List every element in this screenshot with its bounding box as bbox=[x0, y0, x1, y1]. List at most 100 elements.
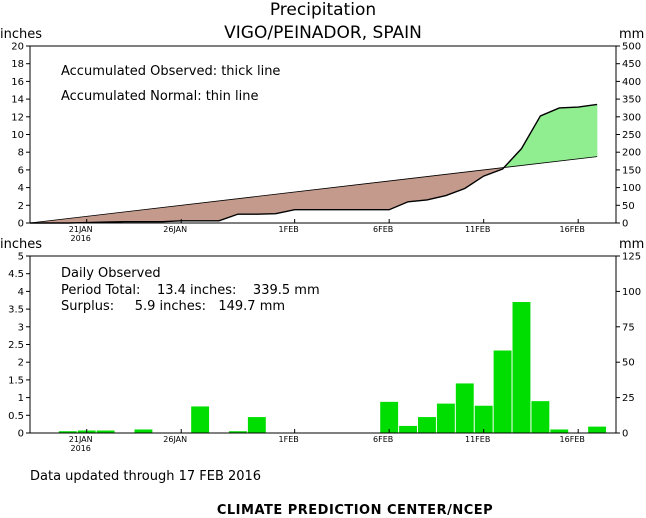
surplus-area bbox=[577, 104, 598, 160]
y-tick-label-left: 4 bbox=[18, 183, 24, 194]
surplus-area bbox=[521, 114, 541, 166]
y-tick-label-right: 0 bbox=[622, 219, 628, 230]
daily-bar bbox=[399, 425, 418, 433]
daily-bar bbox=[493, 350, 512, 433]
deficit-area bbox=[407, 176, 428, 203]
deficit-area bbox=[351, 182, 371, 210]
daily-bar bbox=[418, 417, 436, 433]
y-tick-label-left: 2 bbox=[18, 358, 24, 369]
x-tick-label: 26JAN bbox=[163, 435, 187, 444]
annotation-observed: Accumulated Observed: thick line bbox=[61, 64, 280, 79]
station-name: VIGO/PEINADOR, SPAIN bbox=[224, 23, 422, 43]
daily-bar bbox=[455, 383, 474, 433]
credit-line: CLIMATE PREDICTION CENTER/NCEP bbox=[217, 503, 493, 518]
x-tick-label: 16FEB bbox=[560, 225, 585, 234]
x-tick-label: 1FEB bbox=[279, 225, 299, 234]
x-tick-sublabel: 2016 bbox=[71, 444, 91, 453]
deficit-area bbox=[294, 189, 314, 210]
y-tick-label-right: 400 bbox=[622, 77, 641, 88]
deficit-area bbox=[313, 187, 333, 210]
y-tick-label-right: 500 bbox=[622, 42, 641, 53]
x-tick-label: 6FEB bbox=[373, 435, 393, 444]
y-tick-label-right: 25 bbox=[622, 393, 635, 404]
y-tick-label-right: 75 bbox=[622, 322, 635, 333]
y-tick-label-right: 200 bbox=[622, 148, 641, 159]
surplus-area bbox=[540, 107, 560, 164]
x-tick-label: 1FEB bbox=[279, 435, 299, 444]
y-tick-label-left: 5 bbox=[18, 252, 24, 263]
y-tick-label-left: 1.5 bbox=[8, 375, 24, 386]
daily-bar bbox=[531, 401, 550, 433]
accumulated-panel: inches mm 024681012141618200501001502002… bbox=[0, 27, 644, 243]
daily-bar bbox=[436, 403, 455, 433]
y-tick-label-right: 450 bbox=[622, 59, 641, 70]
deficit-area bbox=[199, 200, 220, 222]
y-tick-label-left: 2 bbox=[18, 201, 24, 212]
y-tick-label-left: 10 bbox=[11, 130, 24, 141]
daily-bar bbox=[550, 429, 569, 433]
normal-line bbox=[29, 156, 598, 224]
y-tick-label-right: 125 bbox=[622, 252, 641, 263]
daily-bar bbox=[380, 401, 399, 433]
x-tick-label: 21JAN bbox=[69, 225, 93, 234]
y-tick-label-right: 50 bbox=[622, 358, 635, 369]
deficit-area bbox=[162, 205, 182, 222]
x-tick-label: 21JAN bbox=[69, 435, 93, 444]
y-tick-label-right: 50 bbox=[622, 201, 635, 212]
annotation-period-total: Period Total: 13.4 inches: 339.5 mm bbox=[61, 283, 320, 298]
deficit-area bbox=[332, 185, 352, 210]
data-updated-note: Data updated through 17 FEB 2016 bbox=[30, 469, 261, 484]
daily-bar bbox=[247, 417, 266, 433]
daily-bar bbox=[191, 406, 210, 433]
daily-bar bbox=[474, 405, 493, 433]
y-tick-label-left: 16 bbox=[11, 77, 24, 88]
x-tick-label: 6FEB bbox=[373, 225, 393, 234]
y-tick-label-left: 3 bbox=[18, 322, 24, 333]
deficit-area bbox=[256, 193, 276, 215]
y-tick-label-left: 2.5 bbox=[8, 340, 24, 351]
daily-panel: inches mm 00.511.522.533.544.55025507510… bbox=[0, 237, 644, 453]
y-tick-label-left: 1 bbox=[18, 393, 24, 404]
daily-bar bbox=[228, 431, 247, 433]
y-tick-label-left: 6 bbox=[18, 165, 24, 176]
x-tick-sublabel: 2016 bbox=[71, 234, 91, 243]
y-tick-label-left: 18 bbox=[11, 59, 24, 70]
y-tick-label-left: 4 bbox=[18, 287, 24, 298]
y-tick-label-left: 0 bbox=[18, 429, 24, 440]
y-tick-label-left: 12 bbox=[11, 112, 24, 123]
left-unit-label: inches bbox=[0, 237, 42, 252]
deficit-area bbox=[237, 196, 258, 215]
y-tick-label-left: 0 bbox=[18, 219, 24, 230]
y-tick-label-right: 250 bbox=[622, 130, 641, 141]
daily-bar bbox=[58, 431, 77, 433]
y-tick-label-right: 100 bbox=[622, 183, 641, 194]
x-tick-label: 11FEB bbox=[465, 435, 490, 444]
y-tick-label-right: 300 bbox=[622, 112, 641, 123]
annotation-daily: Daily Observed bbox=[61, 266, 161, 281]
surplus-area bbox=[559, 106, 579, 162]
daily-bar bbox=[134, 429, 153, 433]
y-tick-label-right: 150 bbox=[622, 165, 641, 176]
left-unit-label: inches bbox=[0, 27, 42, 42]
y-tick-label-right: 100 bbox=[622, 287, 641, 298]
y-tick-label-left: 3.5 bbox=[8, 305, 24, 316]
x-tick-label: 11FEB bbox=[465, 225, 490, 234]
chart-title: Precipitation bbox=[270, 0, 376, 20]
annotation-normal: Accumulated Normal: thin line bbox=[61, 89, 259, 104]
right-unit-label: mm bbox=[619, 27, 644, 42]
daily-bar bbox=[512, 302, 531, 433]
observed-line bbox=[30, 103, 598, 224]
y-tick-label-left: 4.5 bbox=[8, 269, 24, 280]
right-unit-label: mm bbox=[619, 237, 644, 252]
y-tick-label-left: 14 bbox=[11, 95, 24, 106]
y-tick-label-right: 0 bbox=[622, 429, 628, 440]
y-tick-label-left: 20 bbox=[11, 42, 24, 53]
x-tick-label: 16FEB bbox=[560, 435, 585, 444]
daily-bar bbox=[588, 426, 607, 433]
annotation-surplus: Surplus: 5.9 inches: 149.7 mm bbox=[61, 299, 285, 314]
y-tick-label-left: 0.5 bbox=[8, 411, 24, 422]
deficit-area bbox=[180, 202, 201, 222]
daily-bar bbox=[96, 430, 115, 433]
y-tick-label-right: 350 bbox=[622, 95, 641, 106]
